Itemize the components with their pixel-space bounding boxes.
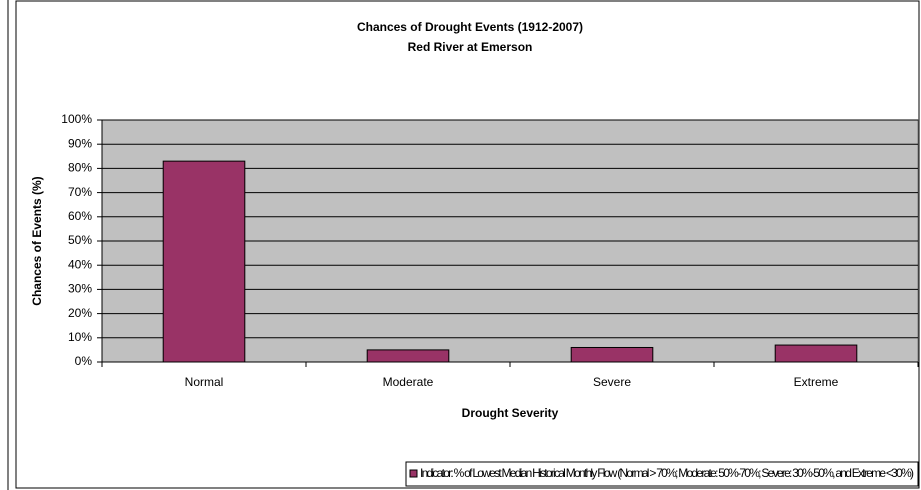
- y-axis-label: Chances of Events (%): [30, 176, 44, 305]
- x-tick-label: Normal: [185, 375, 224, 389]
- y-tick-label: 20%: [68, 306, 92, 320]
- legend-box: [405, 461, 919, 487]
- x-tick-label: Extreme: [794, 375, 839, 389]
- x-axis-label: Drought Severity: [462, 406, 559, 420]
- legend-label: Indicator: % of Lowest Median Historical…: [420, 466, 914, 480]
- y-tick-label: 100%: [61, 112, 92, 126]
- y-tick-label: 80%: [68, 161, 92, 175]
- y-tick-label: 40%: [68, 257, 92, 271]
- y-tick-label: 50%: [68, 233, 92, 247]
- chart-title: Chances of Drought Events (1912-2007): [357, 20, 583, 34]
- bar: [774, 344, 858, 363]
- y-tick-label: 90%: [68, 136, 92, 150]
- bar: [162, 160, 246, 363]
- chart-subtitle: Red River at Emerson: [408, 40, 533, 54]
- y-tick-label: 10%: [68, 330, 92, 344]
- y-tick-label: 70%: [68, 185, 92, 199]
- y-tick-label: 60%: [68, 209, 92, 223]
- bar: [570, 346, 654, 363]
- x-tick-label: Moderate: [383, 375, 434, 389]
- x-tick-label: Severe: [593, 375, 631, 389]
- y-tick-label: 30%: [68, 282, 92, 296]
- bar: [366, 349, 450, 363]
- y-tick-label: 0%: [75, 354, 93, 368]
- legend-marker: [409, 469, 418, 478]
